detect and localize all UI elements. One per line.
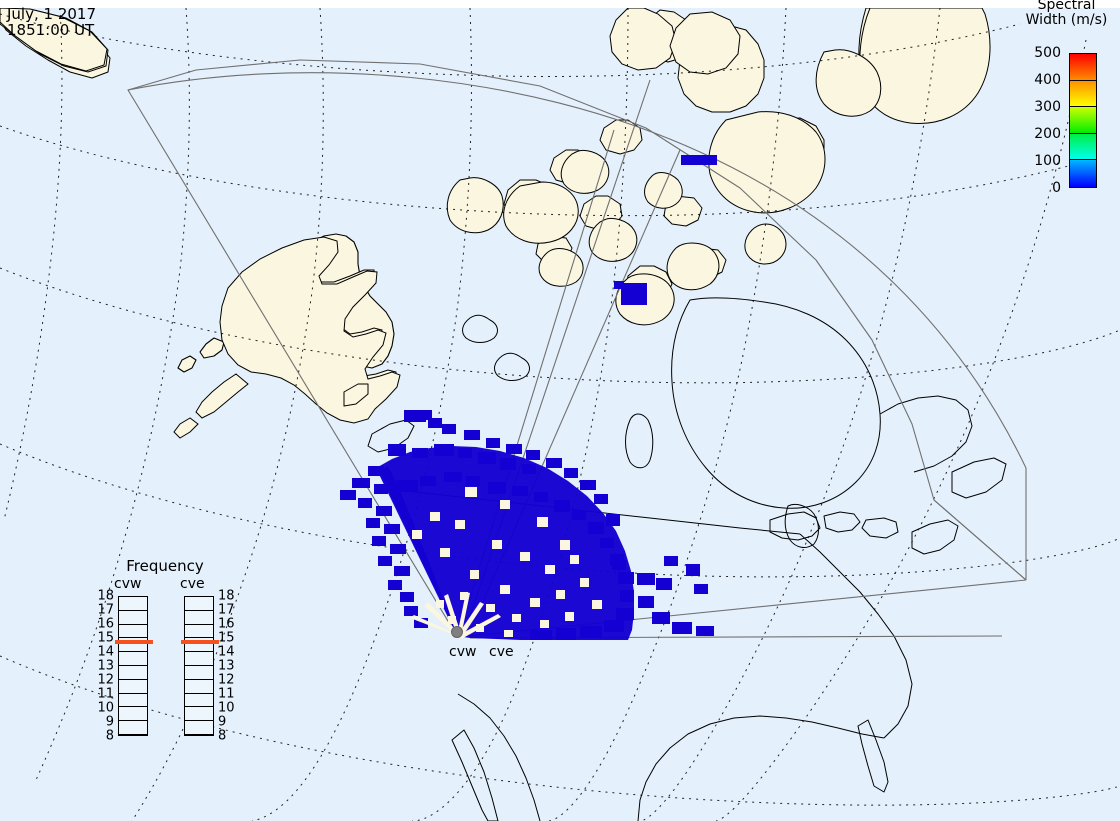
frequency-ticks-right: 18 17 16 15 14 13 12 11 10 9 8 xyxy=(218,590,240,743)
colorbar-band-0-100 xyxy=(1070,160,1096,187)
freq-tick-18-right: 18 xyxy=(218,588,235,604)
radar-data-cells xyxy=(340,155,717,640)
freq-tick-11-left: 11 xyxy=(97,686,114,702)
freq-tick-9-left: 9 xyxy=(105,714,114,730)
top-white-strip xyxy=(0,0,1120,8)
freq-tick-15-right: 15 xyxy=(218,630,235,646)
freq-tick-9-right: 9 xyxy=(218,714,227,730)
freq-tick-17-right: 17 xyxy=(218,602,235,618)
colorbar-tick-0: 0 xyxy=(1052,180,1061,196)
freq-tick-15-left: 15 xyxy=(97,630,114,646)
freq-tick-18-left: 18 xyxy=(97,588,114,604)
colorbar-title: Spectral Width (m/s) xyxy=(1013,0,1120,28)
colorbar-tick-200: 200 xyxy=(1034,126,1061,142)
frequency-column-label-cve: cve xyxy=(180,576,205,592)
freq-tick-10-left: 10 xyxy=(97,700,114,716)
colorbar-tick-400: 400 xyxy=(1034,72,1061,88)
freq-tick-17-left: 17 xyxy=(97,602,114,618)
frequency-bar-cvw[interactable] xyxy=(115,596,153,736)
freq-tick-16-left: 16 xyxy=(97,616,114,632)
site-label-cvw: cvw xyxy=(449,644,477,660)
colorbar-tick-100: 100 xyxy=(1034,153,1061,169)
colorbar-tick-300: 300 xyxy=(1034,99,1061,115)
frequency-title: Frequency xyxy=(126,557,204,575)
frequency-marker-cvw xyxy=(115,639,153,644)
radar-site-marker xyxy=(451,626,463,638)
colorbar-band-400-500 xyxy=(1070,54,1096,81)
land-final xyxy=(0,8,991,439)
colorbar-tick-500: 500 xyxy=(1034,45,1061,61)
colorbar-band-100-200 xyxy=(1070,133,1096,161)
data-gaps xyxy=(410,487,602,638)
freq-tick-14-left: 14 xyxy=(97,644,114,660)
freq-tick-13-left: 13 xyxy=(97,658,114,674)
frequency-ticks-left: 18 17 16 15 14 13 12 11 10 9 8 xyxy=(92,590,114,743)
colorbar-ticks: 500 400 300 200 100 0 xyxy=(1013,46,1065,195)
freq-tick-12-right: 12 xyxy=(218,672,235,688)
timestamp-date: July, 1 2017 xyxy=(7,5,96,23)
freq-tick-10-right: 10 xyxy=(218,700,235,716)
frequency-marker-cve xyxy=(181,639,219,644)
freq-tick-13-right: 13 xyxy=(218,658,235,674)
colorbar-gradient xyxy=(1069,53,1097,188)
colorbar-band-200-300 xyxy=(1070,107,1096,134)
colorbar-title-line2: Width (m/s) xyxy=(1025,12,1108,28)
frequency-bar-cve[interactable] xyxy=(181,596,219,736)
freq-tick-14-right: 14 xyxy=(218,644,235,660)
frequency-column-label-cvw: cvw xyxy=(114,576,142,592)
colorbar-title-line1: Spectral xyxy=(1037,0,1096,13)
coastlines xyxy=(343,297,1007,821)
freq-tick-11-right: 11 xyxy=(218,686,235,702)
colorbar: Spectral Width (m/s) 500 400 300 200 100 … xyxy=(1013,0,1120,200)
freq-tick-12-left: 12 xyxy=(97,672,114,688)
timestamp-time: 1851:00 UT xyxy=(7,21,95,39)
freq-tick-16-right: 16 xyxy=(218,616,235,632)
freq-tick-8-left: 8 xyxy=(105,728,114,744)
colorbar-band-300-400 xyxy=(1070,80,1096,108)
site-label-cve: cve xyxy=(489,644,514,660)
freq-tick-8-right: 8 xyxy=(218,728,227,744)
frequency-panel: Frequency cvw cve 18 17 16 15 14 13 12 1… xyxy=(92,558,238,786)
timestamp: July, 1 2017 1851:00 UT xyxy=(7,6,96,38)
